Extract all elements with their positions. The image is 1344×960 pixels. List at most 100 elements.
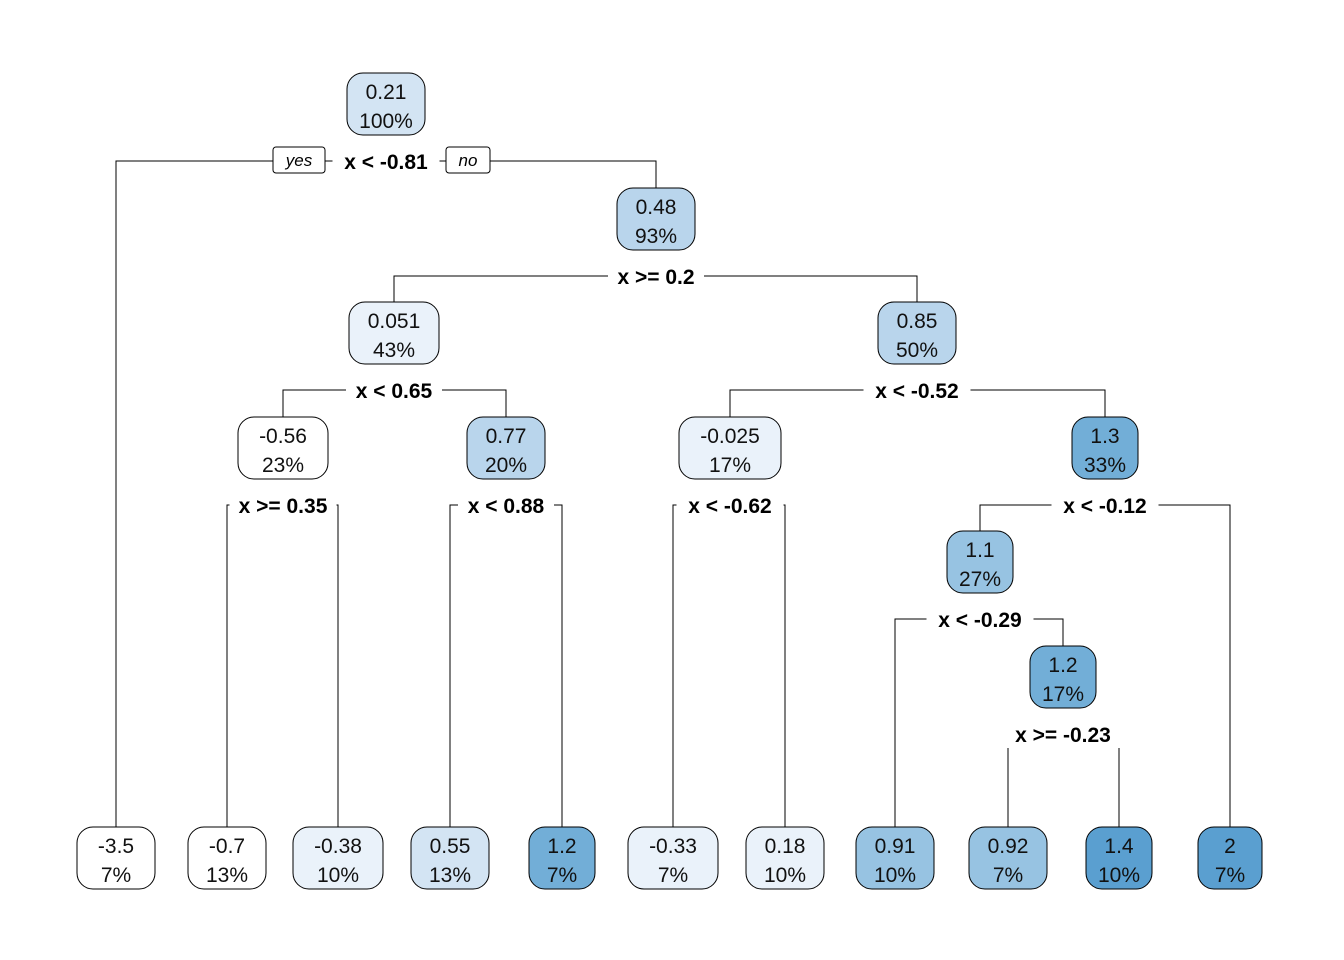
node-box — [187, 826, 267, 890]
split-label-background — [458, 491, 554, 519]
leaf-node: -0.33 7% — [627, 826, 719, 890]
node-percent: 10% — [874, 864, 916, 887]
node-percent: 13% — [206, 864, 248, 887]
split-node: 1.127% — [946, 530, 1014, 594]
node-box — [745, 826, 825, 890]
tree-edge — [115, 160, 657, 827]
node-value: 1.4 — [1104, 835, 1134, 858]
split-condition-label: x < -0.12 — [1063, 495, 1146, 518]
split-node: 1.333% — [1071, 416, 1139, 480]
split-label-background — [676, 491, 784, 519]
tree-edge — [449, 504, 563, 827]
split-condition-label: x < -0.62 — [688, 495, 771, 518]
node-value: -0.025 — [700, 425, 760, 448]
split-condition-label: x >= -0.23 — [1015, 724, 1111, 747]
yes-label-text: yes — [285, 151, 313, 170]
split-label-background — [346, 376, 442, 404]
node-box — [877, 301, 957, 365]
yes-label: yes — [272, 146, 326, 174]
node-box — [1029, 645, 1097, 709]
node-box — [466, 416, 546, 480]
split-node: 1.217% — [1029, 645, 1097, 709]
node-value: 0.77 — [486, 425, 527, 448]
leaf-node: 27% — [1197, 826, 1263, 890]
leaf-node: 0.91 10% — [855, 826, 935, 890]
node-percent: 10% — [1098, 864, 1140, 887]
node-percent: 100% — [359, 110, 413, 133]
node-box — [968, 826, 1048, 890]
node-percent: 27% — [959, 568, 1001, 591]
split-node: 0.85 50% — [877, 301, 957, 365]
node-percent: 10% — [764, 864, 806, 887]
node-box — [946, 530, 1014, 594]
split-label-background — [608, 262, 704, 290]
no-label: no — [445, 146, 491, 174]
node-box — [616, 187, 696, 251]
split-node: 0.77 20% — [466, 416, 546, 480]
tree-edge — [226, 504, 339, 827]
node-value: -0.38 — [314, 835, 362, 858]
split-condition-label: x < 0.65 — [356, 380, 433, 403]
split-condition-label: x < -0.29 — [938, 609, 1021, 632]
tree-edge — [672, 504, 786, 827]
split-condition-label: x >= 0.2 — [617, 266, 694, 289]
node-value: 0.91 — [875, 835, 916, 858]
split-label-background — [926, 605, 1034, 633]
tree-edge — [979, 504, 1231, 827]
node-box — [348, 301, 440, 365]
node-value: 1.1 — [965, 539, 994, 562]
split-condition-label: x < 0.88 — [468, 495, 545, 518]
split-label-background — [1004, 720, 1122, 748]
node-percent: 7% — [547, 864, 577, 887]
leaf-node: -0.38 10% — [292, 826, 384, 890]
node-percent: 17% — [1042, 683, 1084, 706]
node-box — [410, 826, 490, 890]
node-percent: 17% — [709, 454, 751, 477]
node-percent: 7% — [993, 864, 1023, 887]
node-percent: 93% — [635, 225, 677, 248]
node-box — [346, 72, 426, 136]
split-condition-label: x < -0.81 — [344, 151, 428, 174]
tree-nodes: 0.21 100% 0.48 93% 0.051 43% 0.85 50% -0.56 23% 0.… — [76, 72, 1263, 890]
split-label-background — [229, 491, 337, 519]
split-node: 0.051 43% — [348, 301, 440, 365]
node-percent: 7% — [1215, 864, 1245, 887]
node-value: 0.18 — [765, 835, 806, 858]
node-percent: 10% — [317, 864, 359, 887]
node-percent: 13% — [429, 864, 471, 887]
node-value: 2 — [1224, 835, 1236, 858]
node-percent: 23% — [262, 454, 304, 477]
node-box — [76, 826, 156, 890]
node-value: -0.33 — [649, 835, 697, 858]
node-box — [292, 826, 384, 890]
leaf-node: 0.92 7% — [968, 826, 1048, 890]
split-label-background — [332, 147, 440, 175]
branch-direction-labels: yes no — [272, 146, 491, 174]
node-percent: 43% — [373, 339, 415, 362]
split-condition-label: x >= 0.35 — [239, 495, 328, 518]
node-value: -0.7 — [209, 835, 245, 858]
node-value: 1.2 — [1048, 654, 1077, 677]
node-value: 0.55 — [430, 835, 471, 858]
leaf-node: -0.7 13% — [187, 826, 267, 890]
no-label-text: no — [459, 151, 478, 170]
split-node: 0.48 93% — [616, 187, 696, 251]
leaf-node: 1.410% — [1085, 826, 1153, 890]
node-value: 0.85 — [897, 310, 938, 333]
node-value: 0.21 — [366, 81, 407, 104]
split-label-background — [1051, 491, 1159, 519]
node-value: 1.2 — [547, 835, 576, 858]
node-percent: 7% — [658, 864, 688, 887]
node-box — [1071, 416, 1139, 480]
node-value: 0.92 — [988, 835, 1029, 858]
split-node: 0.21 100% — [346, 72, 426, 136]
node-box — [1197, 826, 1263, 890]
split-labels: x < -0.81 x >= 0.2 x < 0.65 x < -0.52 x >= 0… — [229, 147, 1159, 748]
leaf-node: 0.55 13% — [410, 826, 490, 890]
node-percent: 33% — [1084, 454, 1126, 477]
node-value: 0.051 — [368, 310, 421, 333]
node-percent: 50% — [896, 339, 938, 362]
node-box — [528, 826, 596, 890]
node-box — [237, 416, 329, 480]
